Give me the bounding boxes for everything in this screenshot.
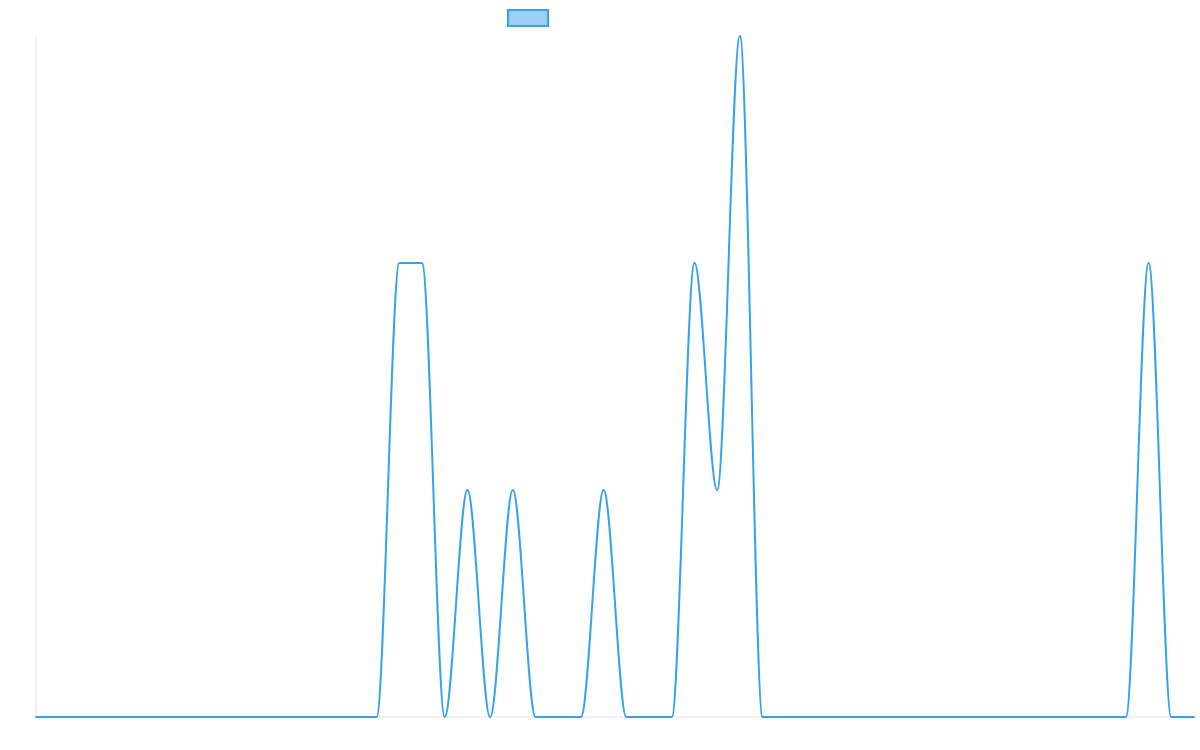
data-point[interactable] (896, 714, 902, 720)
legend-swatch[interactable] (507, 9, 549, 27)
data-point[interactable] (987, 714, 993, 720)
legend[interactable] (507, 9, 549, 27)
data-point[interactable] (1055, 714, 1061, 720)
data-point[interactable] (873, 714, 879, 720)
data-point[interactable] (714, 487, 720, 493)
data-point[interactable] (737, 33, 743, 39)
data-point[interactable] (351, 714, 357, 720)
data-point[interactable] (1191, 714, 1197, 720)
data-point[interactable] (237, 714, 243, 720)
data-point[interactable] (442, 714, 448, 720)
data-point[interactable] (260, 714, 266, 720)
data-point[interactable] (192, 714, 198, 720)
data-point[interactable] (305, 714, 311, 720)
data-point[interactable] (283, 714, 289, 720)
data-point[interactable] (1146, 260, 1152, 266)
data-point[interactable] (464, 487, 470, 493)
data-point[interactable] (828, 714, 834, 720)
data-point[interactable] (215, 714, 221, 720)
series-line-1 (35, 35, 1195, 719)
data-point[interactable] (669, 714, 675, 720)
data-point[interactable] (964, 714, 970, 720)
data-point[interactable] (555, 714, 561, 720)
series-layer (33, 33, 1197, 720)
data-point[interactable] (510, 487, 516, 493)
data-point[interactable] (760, 714, 766, 720)
data-point[interactable] (850, 714, 856, 720)
data-point[interactable] (1077, 714, 1083, 720)
data-point[interactable] (646, 714, 652, 720)
data-point[interactable] (941, 714, 947, 720)
data-point[interactable] (623, 714, 629, 720)
data-point[interactable] (1032, 714, 1038, 720)
data-point[interactable] (169, 714, 175, 720)
data-point[interactable] (782, 714, 788, 720)
data-point[interactable] (1168, 714, 1174, 720)
data-point[interactable] (533, 714, 539, 720)
data-point[interactable] (396, 260, 402, 266)
data-point[interactable] (124, 714, 130, 720)
data-point[interactable] (374, 714, 380, 720)
data-point[interactable] (1123, 714, 1129, 720)
data-point[interactable] (919, 714, 925, 720)
data-point[interactable] (691, 260, 697, 266)
data-point[interactable] (328, 714, 334, 720)
data-point[interactable] (56, 714, 62, 720)
data-point[interactable] (147, 714, 153, 720)
data-point[interactable] (805, 714, 811, 720)
data-point[interactable] (419, 260, 425, 266)
data-point[interactable] (101, 714, 107, 720)
data-point[interactable] (601, 487, 607, 493)
data-point[interactable] (578, 714, 584, 720)
data-point[interactable] (1009, 714, 1015, 720)
data-point[interactable] (78, 714, 84, 720)
data-point[interactable] (1100, 714, 1106, 720)
data-point[interactable] (33, 714, 39, 720)
data-point[interactable] (487, 714, 493, 720)
